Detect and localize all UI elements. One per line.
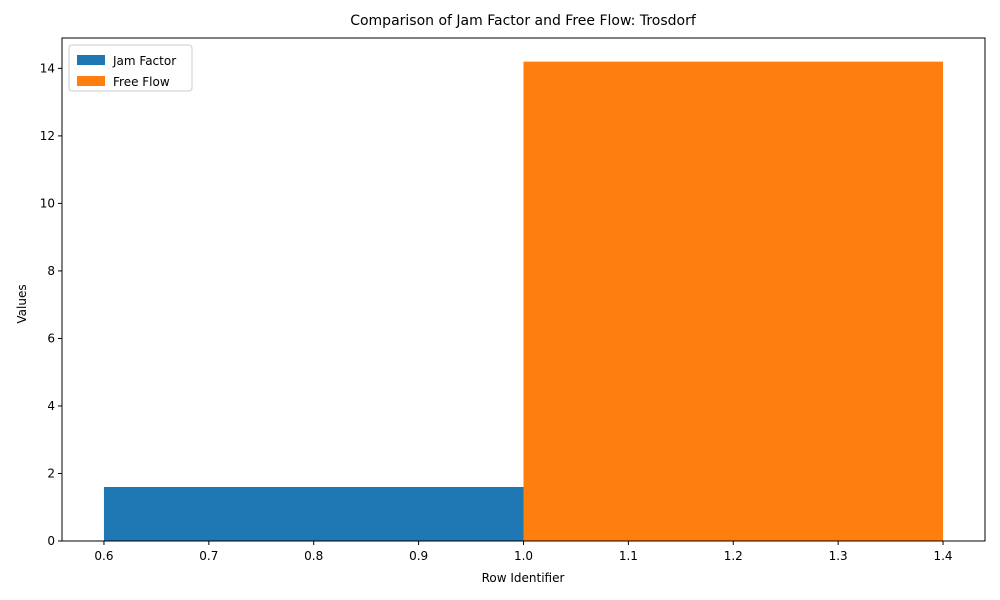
x-tick-label: 1.2 — [724, 549, 743, 563]
legend-swatch — [77, 55, 105, 65]
y-tick-label: 6 — [47, 331, 55, 345]
y-tick-label: 8 — [47, 264, 55, 278]
x-tick-label: 1.1 — [619, 549, 638, 563]
y-tick-label: 4 — [47, 399, 55, 413]
x-tick-label: 0.6 — [94, 549, 113, 563]
x-tick-label: 0.8 — [304, 549, 323, 563]
legend-label: Free Flow — [113, 75, 170, 89]
y-axis-ticks: 0 2 4 6 8 10 12 14 — [40, 61, 62, 548]
x-tick-label: 1.4 — [933, 549, 952, 563]
y-axis-label: Values — [15, 284, 29, 323]
chart-title: Comparison of Jam Factor and Free Flow: … — [350, 13, 697, 29]
x-tick-label: 0.9 — [409, 549, 428, 563]
bars-group — [103, 61, 944, 542]
x-axis-ticks: 0.6 0.7 0.8 0.9 1.0 1.1 1.2 1.3 1.4 — [94, 541, 953, 563]
y-tick-label: 10 — [40, 196, 55, 210]
x-tick-label: 1.3 — [829, 549, 848, 563]
x-tick-label: 0.7 — [199, 549, 218, 563]
bar-free-flow — [523, 61, 944, 542]
x-axis-label: Row Identifier — [482, 571, 565, 585]
x-tick-label: 1.0 — [514, 549, 533, 563]
y-tick-label: 2 — [47, 466, 55, 480]
plot-frame — [61, 37, 986, 542]
legend-swatch — [77, 76, 105, 86]
legend-label: Jam Factor — [112, 54, 176, 68]
y-tick-label: 12 — [40, 129, 55, 143]
bar-jam-factor — [103, 486, 524, 541]
legend: Jam Factor Free Flow — [68, 44, 193, 92]
y-tick-label: 0 — [47, 534, 55, 548]
y-tick-label: 14 — [40, 61, 55, 75]
